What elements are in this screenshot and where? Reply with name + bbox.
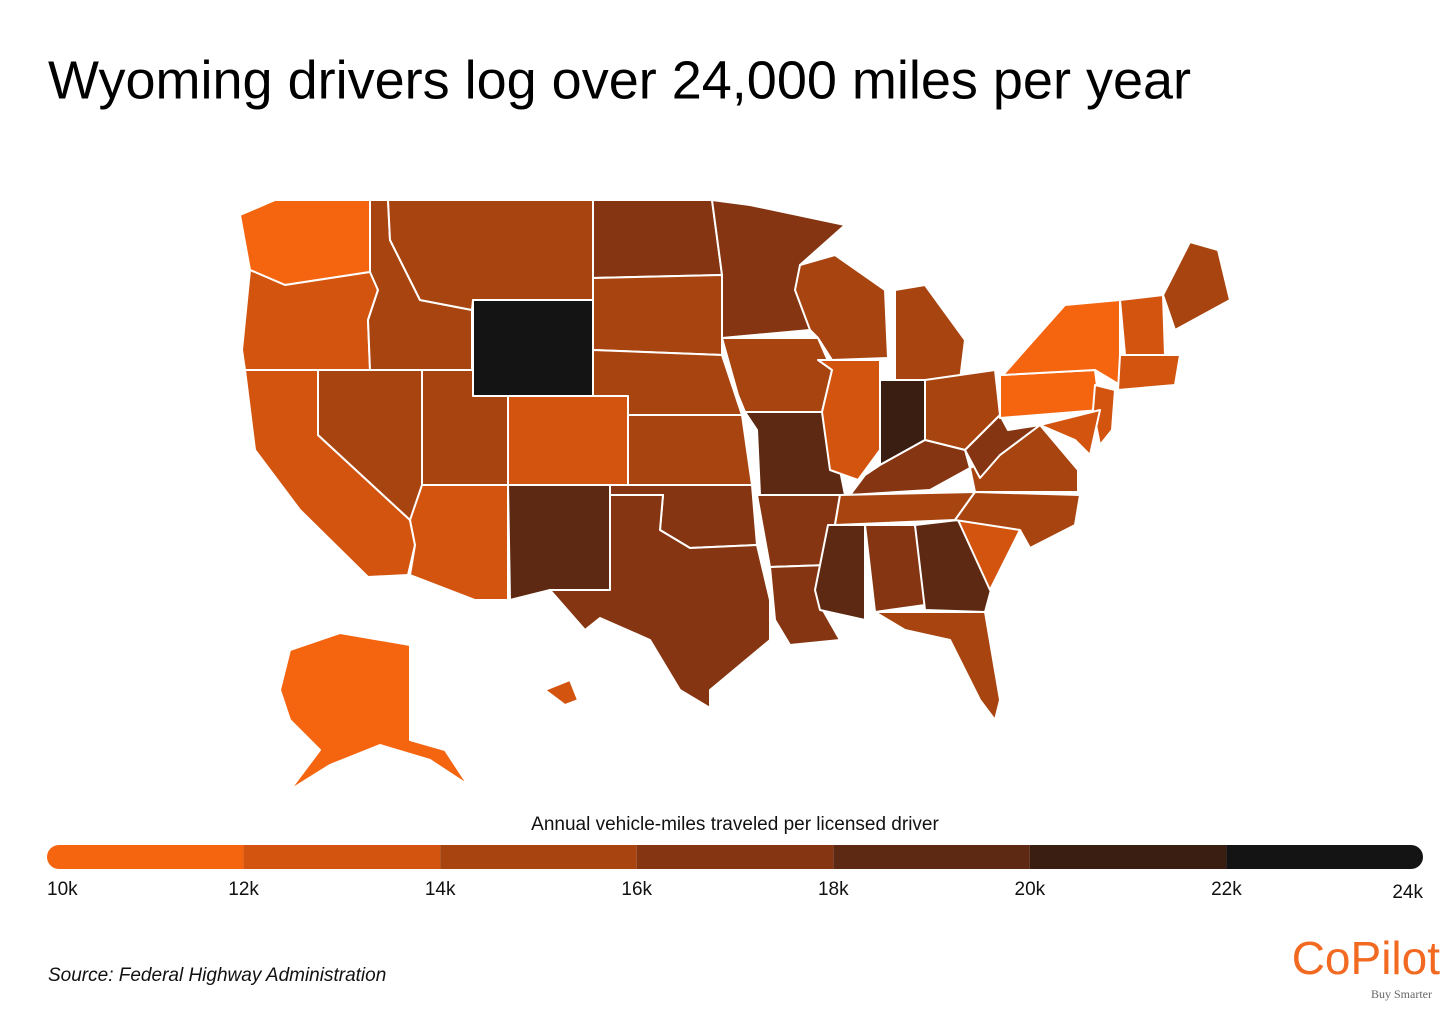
legend-tick-label: 24k	[1392, 882, 1423, 903]
legend-title: Annual vehicle-miles traveled per licens…	[531, 814, 939, 835]
state	[592, 274, 723, 356]
logo: CoPilot	[1292, 932, 1441, 984]
state	[721, 337, 833, 413]
legend-tick-label: 12k	[228, 879, 259, 900]
source: Source: Federal Highway Administration	[48, 965, 386, 986]
state	[544, 679, 579, 706]
state	[1092, 384, 1116, 446]
state	[507, 395, 629, 486]
state	[507, 484, 611, 601]
state	[241, 269, 379, 371]
legend-tick-label: 22k	[1211, 879, 1242, 900]
legend-swatch	[833, 845, 1030, 869]
state	[999, 369, 1101, 419]
legend-swatch	[440, 845, 637, 869]
legend-swatch	[1029, 845, 1227, 869]
legend-tick-label: 10k	[47, 879, 78, 900]
legend-tick-label: 20k	[1015, 879, 1046, 900]
state	[279, 632, 469, 791]
state	[1002, 299, 1121, 386]
state	[592, 199, 723, 279]
state	[627, 414, 753, 486]
legend-swatch	[1226, 845, 1423, 869]
state	[874, 611, 1001, 721]
state	[472, 299, 594, 397]
states	[239, 199, 1231, 791]
state	[549, 494, 771, 709]
state	[814, 524, 866, 621]
legend-tick-label: 18k	[818, 879, 849, 900]
logo-tagline: Buy Smarter	[1371, 987, 1432, 1001]
legend-swatch	[636, 845, 834, 869]
legend-tick-label: 14k	[425, 879, 456, 900]
state	[914, 519, 996, 613]
state	[409, 484, 509, 601]
state	[1162, 241, 1231, 331]
state	[1039, 409, 1101, 456]
state	[894, 284, 966, 381]
title: Wyoming drivers log over 24,000 miles pe…	[48, 50, 1191, 110]
legend: 10k 12k 14k 16k 18k 20k 22k 24k	[47, 845, 1423, 903]
state	[387, 199, 594, 311]
state	[1119, 294, 1166, 356]
state	[1117, 354, 1181, 391]
legend-swatch	[47, 845, 244, 869]
legend-swatch	[243, 845, 441, 869]
state	[239, 199, 371, 286]
state	[817, 359, 881, 481]
legend-tick-label: 16k	[621, 879, 652, 900]
